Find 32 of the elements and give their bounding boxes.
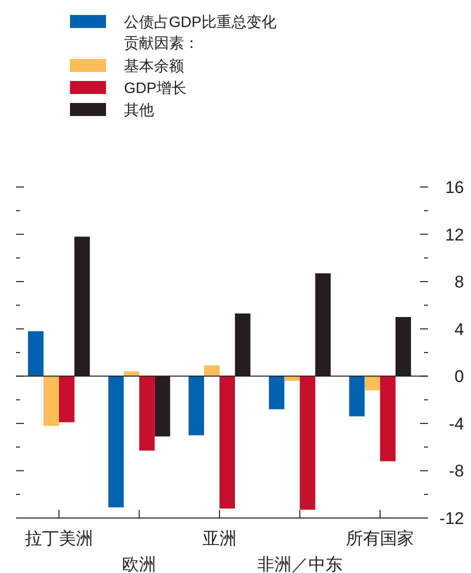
bar <box>364 376 380 390</box>
y-tick-label: 4 <box>454 320 464 339</box>
y-tick-label: -8 <box>448 462 464 481</box>
bar <box>58 376 74 422</box>
y-tick-label: -4 <box>448 414 464 434</box>
bar <box>139 376 155 451</box>
legend-label: 公债占GDP比重总变化 <box>124 14 277 31</box>
bar <box>300 376 316 510</box>
legend-label: 基本余额 <box>124 58 184 75</box>
bar <box>220 376 235 509</box>
bar <box>284 376 300 381</box>
bar <box>380 376 396 462</box>
legend-title: 贡献因素： <box>124 35 199 52</box>
x-tick-label: 拉丁美洲 <box>24 529 93 548</box>
bar <box>28 331 44 376</box>
bar <box>204 366 220 376</box>
x-tick-label: 所有国家 <box>346 529 414 548</box>
y-tick-label: 12 <box>445 225 464 244</box>
y-tick-label: -12 <box>439 509 464 528</box>
y-tick-label: 16 <box>445 178 464 197</box>
bar <box>349 376 365 416</box>
x-tick-label: 亚洲 <box>202 529 236 548</box>
bar <box>108 376 124 508</box>
x-tick-label: 非洲／中东 <box>257 555 342 573</box>
bar <box>188 376 204 436</box>
bar <box>268 376 284 410</box>
y-tick-label: 8 <box>454 272 464 292</box>
x-tick-label: 欧洲 <box>122 555 156 573</box>
legend-label: GDP增长 <box>124 80 187 97</box>
bar <box>43 376 59 426</box>
legend-label: 其他 <box>124 102 154 119</box>
y-tick-label: 0 <box>454 367 464 386</box>
